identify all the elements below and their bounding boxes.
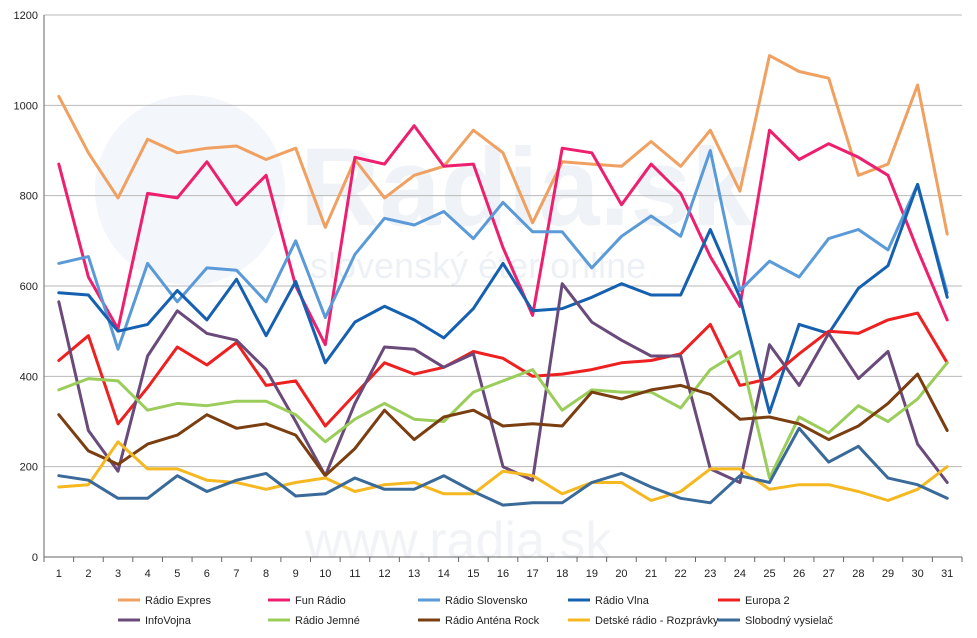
y-tick-label: 1200 (14, 10, 38, 22)
watermark-brand: Radia.sk (300, 126, 753, 249)
x-tick-label: 1 (56, 568, 62, 580)
legend-label: Rádio Expres (145, 595, 212, 607)
x-tick-label: 10 (319, 568, 331, 580)
legend-label: Rádio Jemné (295, 615, 360, 627)
x-tick-label: 3 (115, 568, 121, 580)
x-tick-label: 28 (852, 568, 864, 580)
series-line-3 (57, 182, 949, 414)
x-tick-label: 26 (793, 568, 805, 580)
legend: Rádio Expres Fun Rádio Rádio Slovensko Rádi… (118, 595, 834, 627)
x-tick-label: 15 (467, 568, 479, 580)
x-tick-label: 27 (823, 568, 835, 580)
x-tick-label: 7 (233, 568, 239, 580)
x-tick-label: 13 (408, 568, 420, 580)
watermark-logo-icon (95, 95, 285, 285)
series-line-2 (57, 149, 949, 351)
legend-item: Rádio Expres (118, 595, 212, 607)
series-line-1 (57, 124, 949, 347)
y-tick-label: 0 (32, 552, 38, 564)
y-tick-label: 200 (20, 462, 38, 474)
x-tick-label: 29 (882, 568, 894, 580)
x-tick-label: 14 (438, 568, 450, 580)
y-tick-label: 800 (20, 191, 38, 203)
x-tick-label: 6 (204, 568, 210, 580)
x-tick-label: 12 (378, 568, 390, 580)
legend-item: Rádio Vlna (568, 595, 650, 607)
x-tick-label: 25 (763, 568, 775, 580)
series-line-9 (57, 426, 949, 507)
series-line-8 (57, 440, 949, 502)
x-tick-label: 21 (645, 568, 657, 580)
x-tick-label: 19 (586, 568, 598, 580)
legend-item: InfoVojna (118, 615, 192, 627)
legend-label: Slobodný vysielač (745, 615, 834, 627)
x-tick-label: 17 (526, 568, 538, 580)
x-tick-label: 16 (497, 568, 509, 580)
series-line-4 (57, 311, 949, 428)
x-tick-label: 23 (704, 568, 716, 580)
x-tick-label: 20 (615, 568, 627, 580)
legend-label: Rádio Slovensko (445, 595, 528, 607)
legend-item: Slobodný vysielač (718, 615, 834, 627)
legend-label: InfoVojna (145, 615, 192, 627)
y-tick-label: 400 (20, 371, 38, 383)
x-tick-label: 31 (941, 568, 953, 580)
x-tick-label: 11 (349, 568, 360, 580)
legend-item: Rádio Anténa Rock (418, 615, 540, 627)
x-tick-label: 5 (174, 568, 180, 580)
series-line-6 (57, 350, 949, 480)
legend-item: Europa 2 (718, 595, 790, 607)
y-tick-labels: 0 200 400 600 800 1000 1200 (14, 10, 38, 564)
axes (43, 15, 963, 562)
legend-label: Fun Rádio (295, 595, 346, 607)
x-tick-label: 9 (293, 568, 299, 580)
legend-label: Detské rádio - Rozprávky (595, 615, 719, 627)
legend-label: Rádio Vlna (595, 595, 650, 607)
x-tick-label: 2 (85, 568, 91, 580)
series-line-5 (57, 282, 949, 484)
legend-item: Rádio Slovensko (418, 595, 528, 607)
y-tick-label: 600 (20, 281, 38, 293)
legend-label: Rádio Anténa Rock (445, 615, 540, 627)
series-line-0 (57, 54, 949, 236)
legend-item: Rádio Jemné (268, 615, 360, 627)
series-lines (57, 54, 949, 507)
x-tick-label: 4 (145, 568, 151, 580)
legend-item: Fun Rádio (268, 595, 346, 607)
legend-item: Detské rádio - Rozprávky (568, 615, 719, 627)
x-tick-label: 24 (734, 568, 746, 580)
x-tick-label: 8 (263, 568, 269, 580)
x-tick-label: 22 (675, 568, 687, 580)
y-tick-label: 1000 (14, 100, 38, 112)
x-tick-label: 30 (911, 568, 923, 580)
legend-label: Europa 2 (745, 595, 790, 607)
x-tick-label: 18 (556, 568, 568, 580)
x-tick-labels: 1 2 3 4 5 6 7 8 9 10 11 12 13 14 15 16 17 18 19 20 21 22 23 24 2… (56, 568, 954, 580)
series-line-7 (57, 372, 949, 478)
